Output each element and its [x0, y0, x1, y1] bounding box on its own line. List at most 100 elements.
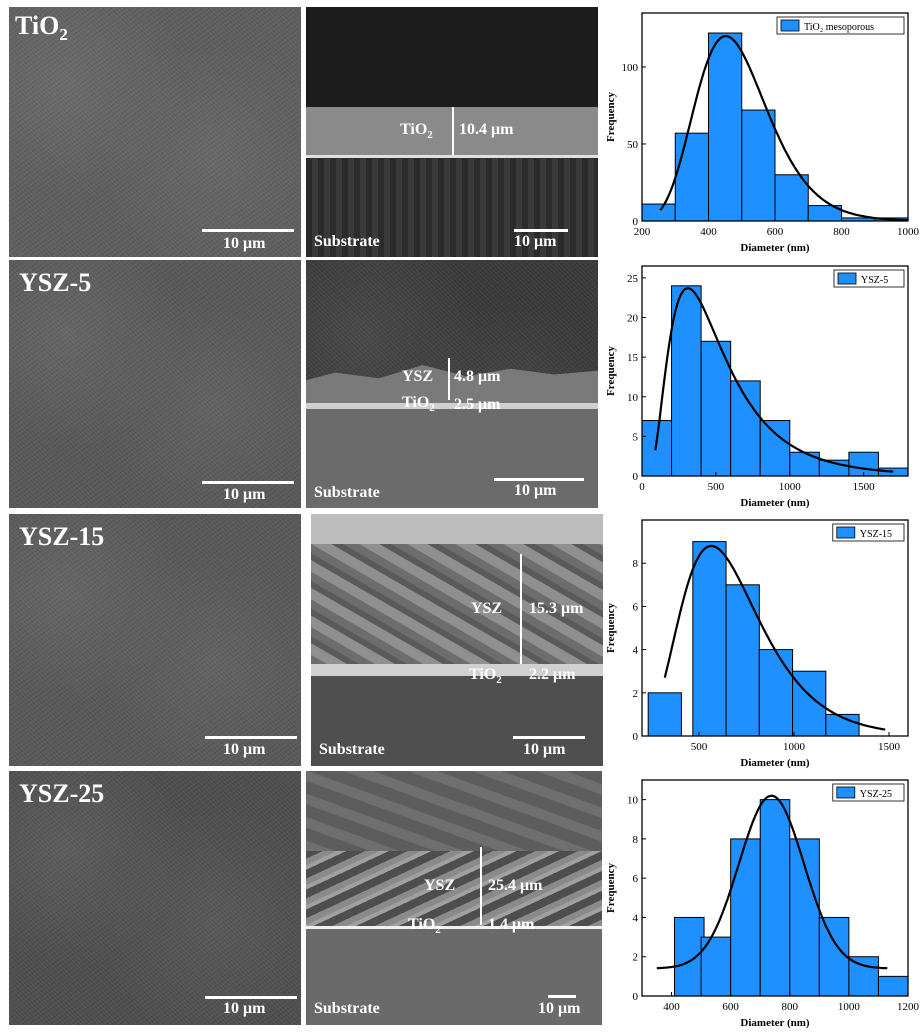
- plan-view-sem-ysz25: YSZ-25 10 μm: [9, 771, 301, 1025]
- histogram-bar: [877, 975, 909, 997]
- thickness-arrow-ysz: [448, 358, 450, 400]
- histogram-bar: [692, 541, 727, 737]
- legend-label: YSZ-25: [860, 789, 892, 800]
- sample-label: TiO2: [15, 11, 68, 45]
- scale-bar-label: 10 μm: [223, 741, 266, 758]
- y-tick-label: 0: [633, 216, 639, 228]
- scale-bar-label: 10 μm: [223, 235, 266, 252]
- y-axis-label: Frequency: [605, 346, 617, 396]
- y-tick-label: 0: [633, 991, 639, 1003]
- y-axis-label: Frequency: [605, 603, 617, 653]
- legend-swatch: [837, 272, 857, 285]
- y-tick-label: 25: [627, 273, 639, 285]
- layer-label-tio2: TiO2: [408, 916, 441, 937]
- y-tick-label: 4: [633, 645, 639, 657]
- layer-label-tio2: TiO2: [400, 121, 433, 142]
- y-tick-label: 0: [633, 471, 639, 483]
- histogram-bar: [641, 420, 673, 477]
- histogram-bar: [759, 420, 791, 477]
- x-tick-label: 500: [691, 741, 708, 753]
- plot-frame: [641, 265, 909, 477]
- thickness-label-ysz: 4.8 μm: [454, 368, 501, 385]
- legend-label: TiO₂ mesoporous: [804, 22, 874, 33]
- thickness-label-tio2: 2.5 μm: [454, 396, 501, 413]
- scale-bar: [494, 478, 584, 481]
- x-tick-label: 1200: [897, 1001, 920, 1013]
- plot-frame: [641, 779, 909, 997]
- x-axis-label: Diameter (nm): [740, 1017, 809, 1029]
- substrate-label: Substrate: [314, 1000, 380, 1017]
- histogram-bar: [725, 584, 760, 737]
- layer-label-ysz: YSZ: [424, 877, 456, 894]
- thickness-label-tio2: 1.4 μm: [488, 916, 535, 933]
- layer-label-ysz: YSZ: [402, 368, 434, 385]
- x-axis-label: Diameter (nm): [740, 242, 809, 254]
- scale-bar: [514, 229, 568, 232]
- thickness-label-ysz: 25.4 μm: [488, 877, 543, 894]
- x-tick-label: 400: [663, 1001, 680, 1013]
- x-axis-label: Diameter (nm): [740, 497, 809, 509]
- histogram-chart-ysz15: 500 1000 1500 0 2 4 6 8 Diameter (nm) Frequency YS…: [605, 519, 909, 769]
- x-tick-label: 1000: [838, 1001, 861, 1013]
- fit-curve: [663, 544, 886, 731]
- y-tick-label: 15: [627, 352, 639, 364]
- histogram-bar: [789, 451, 820, 477]
- x-tick-label: 200: [634, 226, 651, 238]
- histogram-chart-ysz5: 0 500 1000 1500 0 5 10 15 20 25 Diameter (nm) Frequ…: [605, 265, 909, 509]
- scale-bar-label: 10 μm: [223, 1000, 266, 1017]
- y-tick-label: 20: [627, 313, 639, 325]
- substrate-label: Substrate: [314, 233, 380, 250]
- scale-bar: [548, 995, 576, 998]
- cross-section-sem-tio2: TiO2 10.4 μm Substrate 10 μm: [306, 7, 598, 257]
- thickness-arrow: [452, 107, 454, 155]
- histogram-bar: [647, 692, 682, 737]
- x-tick-label: 1000: [897, 226, 920, 238]
- fit-curve: [654, 287, 894, 473]
- plot-frame: [641, 519, 909, 737]
- fit-curve: [656, 794, 888, 970]
- histogram-bar: [848, 956, 879, 997]
- scale-bar-label: 10 μm: [514, 233, 557, 250]
- y-tick-label: 50: [627, 139, 639, 151]
- y-tick-label: 6: [633, 601, 639, 613]
- x-tick-label: 1500: [878, 741, 901, 753]
- y-tick-label: 2: [633, 952, 639, 964]
- cross-section-sem-ysz5: YSZ 4.8 μm TiO2 2.5 μm Substrate 10 μm: [306, 260, 598, 508]
- plan-view-sem-ysz15: YSZ-15 10 μm: [9, 514, 301, 766]
- substrate-label: Substrate: [319, 741, 385, 758]
- y-tick-label: 8: [633, 558, 639, 570]
- y-tick-label: 10: [627, 392, 639, 404]
- y-axis-label: Frequency: [605, 863, 617, 913]
- histogram-bar: [818, 916, 850, 997]
- scale-bar-label: 10 μm: [223, 486, 266, 503]
- x-tick-label: 600: [767, 226, 784, 238]
- legend-swatch: [780, 19, 800, 32]
- histogram-bar: [774, 174, 809, 222]
- x-tick-label: 800: [833, 226, 850, 238]
- histogram-bar: [877, 467, 909, 477]
- scale-bar: [202, 229, 294, 232]
- cross-section-sem-ysz15: YSZ 15.3 μm TiO2 2.2 μm Substrate 10 μm: [311, 514, 603, 766]
- scale-bar-label: 10 μm: [538, 1000, 581, 1017]
- layer-label-ysz: YSZ: [471, 600, 503, 617]
- x-tick-label: 1000: [783, 741, 806, 753]
- x-tick-label: 1000: [779, 481, 802, 493]
- thickness-arrow-ysz: [480, 847, 482, 925]
- thickness-label-tio2: 2.2 μm: [529, 666, 576, 683]
- x-tick-label: 0: [639, 481, 645, 493]
- scale-bar: [202, 481, 294, 484]
- histogram-chart-ysz25: 400 600 800 1000 1200 0 2 4 6 8 10 Diameter (nm) Fre…: [605, 779, 920, 1029]
- legend-swatch: [836, 526, 856, 539]
- x-tick-label: 800: [782, 1001, 799, 1013]
- x-tick-label: 400: [700, 226, 717, 238]
- histogram-bar: [708, 32, 743, 222]
- y-tick-label: 8: [633, 834, 639, 846]
- y-tick-label: 0: [633, 731, 639, 743]
- plan-view-sem-ysz5: YSZ-5 10 μm: [9, 260, 301, 508]
- scale-bar-label: 10 μm: [514, 482, 557, 499]
- scale-bar: [205, 736, 297, 739]
- sample-label: YSZ-5: [19, 268, 92, 297]
- y-tick-label: 4: [633, 912, 639, 924]
- legend-label: YSZ-5: [861, 275, 888, 286]
- y-tick-label: 6: [633, 873, 639, 885]
